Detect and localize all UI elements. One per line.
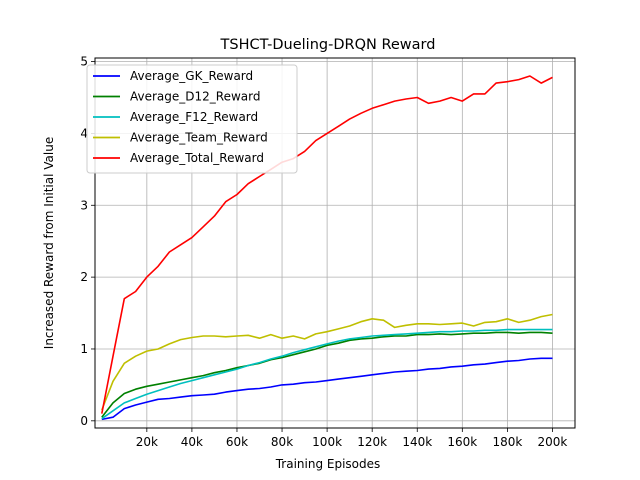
y-tick-label: 5 bbox=[80, 55, 88, 69]
plot-frame bbox=[94, 57, 576, 429]
series-lines bbox=[101, 75, 553, 421]
x-tick-label: 180k bbox=[492, 435, 522, 449]
y-tick-label: 1 bbox=[80, 342, 88, 356]
x-tick-label: 200k bbox=[538, 435, 568, 449]
y-axis: 0 1 2 3 4 5 bbox=[80, 55, 95, 428]
series-line-1 bbox=[101, 331, 553, 418]
series-line-4 bbox=[101, 75, 553, 414]
x-axis: 20k 40k 60k 80k 100k 120k 140k 160k 180k 200k bbox=[136, 428, 568, 449]
x-tick-label: 40k bbox=[181, 435, 203, 449]
series-line-0 bbox=[101, 357, 553, 421]
x-tick-label: 120k bbox=[357, 435, 387, 449]
legend-label: Average_Total_Reward bbox=[130, 151, 264, 165]
x-tick-label: 60k bbox=[226, 435, 248, 449]
legend-label: Average_GK_Reward bbox=[130, 69, 253, 83]
legend-box bbox=[86, 64, 298, 174]
legend-label: Average_D12_Reward bbox=[130, 90, 260, 104]
x-tick-label: 140k bbox=[402, 435, 432, 449]
legend-label: Average_Team_Reward bbox=[130, 131, 268, 145]
x-tick-label: 80k bbox=[271, 435, 293, 449]
legend: Average_GK_Reward Average_D12_Reward Avera… bbox=[86, 64, 298, 174]
series-line-2 bbox=[101, 328, 553, 420]
y-tick-label: 4 bbox=[80, 126, 88, 140]
series-line-3 bbox=[101, 313, 553, 411]
x-tick-label: 100k bbox=[312, 435, 342, 449]
chart-title: TSHCT-Dueling-DRQN Reward bbox=[220, 37, 436, 53]
x-axis-title: Training Episodes bbox=[275, 457, 381, 471]
x-tick-label: 20k bbox=[136, 435, 158, 449]
y-axis-title: Increased Reward from Initial Value bbox=[42, 137, 56, 349]
y-tick-label: 2 bbox=[80, 270, 88, 284]
y-tick-label: 0 bbox=[80, 414, 88, 428]
legend-label: Average_F12_Reward bbox=[130, 110, 258, 124]
y-tick-label: 3 bbox=[80, 198, 88, 212]
x-tick-label: 160k bbox=[447, 435, 477, 449]
